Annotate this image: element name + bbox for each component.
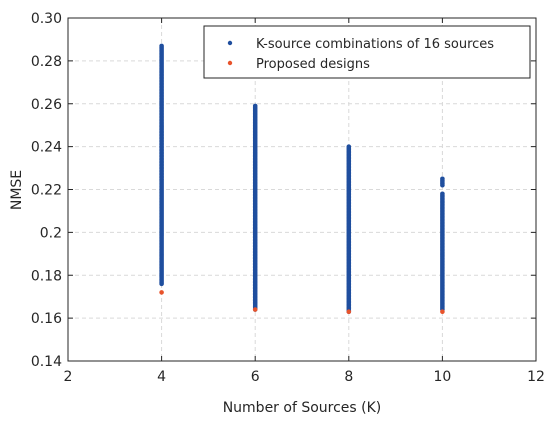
y-tick-label: 0.24 xyxy=(31,140,62,156)
legend-box xyxy=(203,25,531,79)
y-tick-label: 0.16 xyxy=(31,311,62,327)
y-tick-label: 0.14 xyxy=(31,354,62,370)
x-tick-label: 8 xyxy=(344,369,353,385)
proposed-design-point xyxy=(346,309,352,314)
tick-labels: 2 4 6 8 10 12 0.14 0.16 0.18 0.2 0.22 0.24 0.26 0.28 0… xyxy=(31,11,545,385)
k-source-point xyxy=(159,43,164,49)
y-axis-title: NMSE xyxy=(9,170,25,210)
k-source-point xyxy=(440,176,445,182)
k-source-point xyxy=(440,191,445,197)
x-tick-label: 6 xyxy=(251,369,260,385)
data-layer xyxy=(159,43,445,314)
y-tick-label: 0.22 xyxy=(31,183,62,199)
legend-marker-proposed xyxy=(227,60,233,66)
x-tick-label: 2 xyxy=(64,369,73,385)
proposed-design-point xyxy=(440,309,445,314)
legend-marker-k-source xyxy=(227,40,233,46)
x-tick-label: 12 xyxy=(527,369,545,385)
k-source-point xyxy=(346,144,352,149)
y-tick-label: 0.28 xyxy=(31,54,62,70)
y-tick-label: 0.30 xyxy=(31,11,62,27)
proposed-design-point xyxy=(159,290,164,295)
y-tick-label: 0.26 xyxy=(31,97,62,113)
y-tick-label: 0.2 xyxy=(40,225,62,241)
x-tick-label: 10 xyxy=(433,369,451,385)
legend-label-proposed: Proposed designs xyxy=(256,57,370,72)
x-tick-label: 4 xyxy=(157,369,166,385)
x-axis-title: Number of Sources (K) xyxy=(223,400,382,416)
y-tick-label: 0.18 xyxy=(31,268,62,284)
k-source-point xyxy=(252,103,258,109)
legend-label-k-source: K-source combinations of 16 sources xyxy=(256,37,494,52)
axis-ticks xyxy=(67,17,537,362)
legend: K-source combinations of 16 sources Prop… xyxy=(203,25,531,79)
proposed-design-point xyxy=(252,307,258,312)
